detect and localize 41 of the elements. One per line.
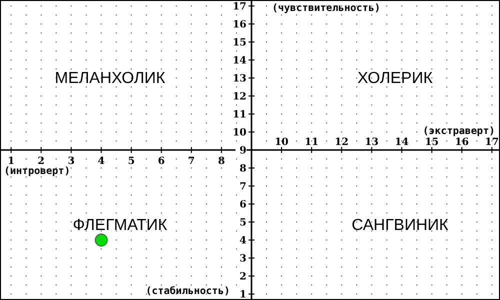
x2-tick-label: 15 — [424, 137, 439, 148]
annotation: (стабильность) — [146, 286, 230, 297]
y-tick-label: 12 — [232, 91, 247, 102]
x2-tick-label: 16 — [454, 137, 469, 148]
x-tick-label: 7 — [188, 156, 195, 167]
y-tick-label: 14 — [232, 55, 247, 66]
y-tick-label: 9 — [240, 146, 247, 156]
annotation: (экстраверт) — [422, 126, 495, 137]
y-tick-label: 16 — [232, 19, 247, 30]
annotation: ФЛЕГМАТИК — [72, 217, 168, 234]
x2-tick-label: 13 — [364, 137, 379, 148]
y-tick-label: 4 — [240, 236, 247, 247]
y-tick-label: 2 — [240, 272, 247, 283]
y-tick-label: 17 — [232, 1, 247, 12]
annotation: САНГВИНИК — [352, 217, 449, 234]
x-tick-label: 4 — [98, 156, 105, 167]
x2-tick-label: 17 — [484, 137, 499, 148]
y-tick-label: 13 — [232, 73, 247, 84]
annotation: МЕЛАНХОЛИК — [54, 70, 166, 87]
x-tick-label: 8 — [218, 156, 225, 167]
y-tick-label: 3 — [240, 254, 247, 265]
annotation: ХОЛЕРИК — [357, 70, 434, 87]
y-tick-label: 5 — [240, 218, 247, 229]
y-tick-label: 1 — [240, 290, 246, 300]
y-tick-label: 11 — [232, 109, 246, 120]
y-tick-label: 10 — [232, 127, 247, 138]
y-tick-label: 6 — [240, 200, 247, 211]
x2-tick-label: 12 — [334, 137, 349, 148]
x2-tick-label: 10 — [274, 137, 289, 148]
x-tick-label: 3 — [68, 156, 75, 167]
x-tick-label: 2 — [38, 156, 45, 167]
annotation: (интроверт) — [4, 166, 70, 177]
y-tick-label: 8 — [240, 164, 247, 175]
x2-tick-label: 14 — [394, 137, 409, 148]
x-tick-label: 6 — [158, 156, 165, 167]
x2-tick-label: 11 — [304, 137, 319, 148]
annotation: (чувствительность) — [272, 3, 380, 14]
y-tick-label: 15 — [232, 37, 247, 48]
x-tick-label: 5 — [128, 156, 135, 167]
y-tick-label: 7 — [240, 182, 247, 193]
x-tick-label: 1 — [8, 156, 15, 167]
